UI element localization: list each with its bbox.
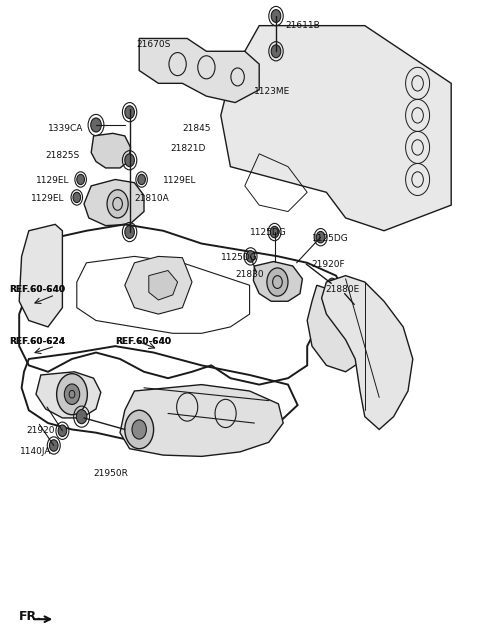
Circle shape (271, 45, 281, 58)
Text: 21825S: 21825S (46, 151, 80, 160)
Text: 1125DG: 1125DG (312, 234, 349, 243)
Polygon shape (307, 285, 374, 372)
Text: REF.60-624: REF.60-624 (10, 337, 66, 345)
Polygon shape (36, 372, 101, 418)
Polygon shape (19, 224, 62, 327)
Circle shape (351, 300, 360, 312)
Polygon shape (84, 179, 144, 226)
Polygon shape (149, 271, 178, 300)
Text: REF.60-640: REF.60-640 (10, 285, 66, 294)
Polygon shape (91, 133, 131, 168)
Text: 21920: 21920 (26, 426, 55, 435)
Circle shape (125, 106, 134, 119)
Text: 1129EL: 1129EL (36, 176, 70, 185)
Circle shape (49, 440, 58, 451)
Circle shape (270, 226, 279, 238)
Text: 1140JA: 1140JA (20, 447, 52, 456)
Text: REF.60-640: REF.60-640 (10, 285, 66, 294)
Text: 1129EL: 1129EL (31, 194, 65, 203)
Circle shape (246, 251, 255, 262)
Circle shape (125, 226, 134, 238)
Text: 21845: 21845 (182, 124, 211, 133)
Circle shape (267, 268, 288, 296)
Text: 21810A: 21810A (134, 194, 169, 203)
Circle shape (76, 410, 87, 424)
Text: FR.: FR. (19, 610, 42, 623)
Circle shape (125, 154, 134, 167)
Polygon shape (120, 385, 283, 456)
Text: 1125DG: 1125DG (250, 228, 287, 237)
Circle shape (58, 425, 67, 437)
Polygon shape (125, 256, 192, 314)
Circle shape (77, 174, 84, 185)
Text: 21830: 21830 (235, 270, 264, 279)
Circle shape (107, 190, 128, 218)
Circle shape (327, 278, 337, 291)
Text: REF.60-640: REF.60-640 (115, 337, 171, 345)
Circle shape (57, 374, 87, 415)
Text: 1123ME: 1123ME (254, 87, 291, 96)
Circle shape (73, 192, 81, 203)
Polygon shape (253, 262, 302, 301)
Text: 21611B: 21611B (286, 21, 320, 30)
Circle shape (64, 384, 80, 404)
Text: REF.60-640: REF.60-640 (115, 337, 171, 345)
Text: 21880E: 21880E (325, 285, 360, 294)
Circle shape (91, 118, 101, 132)
Circle shape (132, 420, 146, 439)
Polygon shape (322, 276, 413, 429)
Polygon shape (139, 38, 259, 103)
Text: 21920F: 21920F (311, 260, 345, 269)
Circle shape (271, 10, 281, 22)
Text: 21821D: 21821D (170, 144, 206, 153)
Polygon shape (221, 26, 451, 231)
Circle shape (138, 174, 145, 185)
Text: 1129EL: 1129EL (163, 176, 197, 185)
Text: 21670S: 21670S (137, 40, 171, 49)
Circle shape (316, 231, 325, 243)
Text: 1339CA: 1339CA (48, 124, 84, 133)
Text: 21950R: 21950R (94, 469, 129, 478)
Circle shape (125, 410, 154, 449)
Text: REF.60-624: REF.60-624 (10, 337, 66, 345)
Text: 1125DG: 1125DG (221, 253, 258, 262)
